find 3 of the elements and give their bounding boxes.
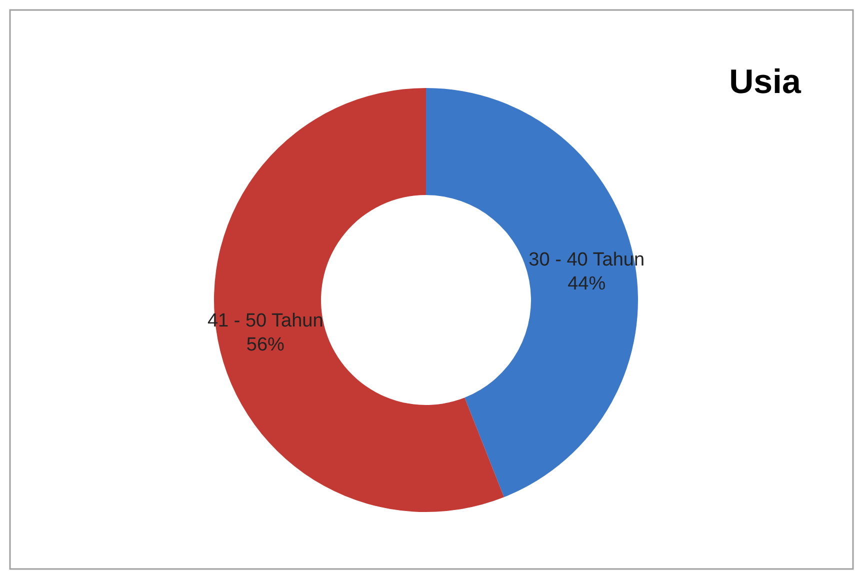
text: Usia xyxy=(729,63,802,101)
data-label: 44% xyxy=(568,273,606,294)
data-label: 56% xyxy=(246,334,285,356)
